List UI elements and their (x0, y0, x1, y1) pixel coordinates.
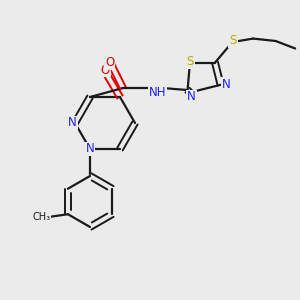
Text: S: S (229, 34, 237, 47)
Text: O: O (100, 64, 109, 76)
Text: O: O (105, 56, 114, 69)
Text: CH₃: CH₃ (32, 212, 51, 222)
Text: N: N (85, 142, 94, 155)
Text: S: S (186, 55, 194, 68)
Text: N: N (222, 78, 230, 91)
Text: NH: NH (149, 86, 166, 99)
Text: N: N (187, 91, 196, 103)
Text: N: N (68, 116, 77, 130)
